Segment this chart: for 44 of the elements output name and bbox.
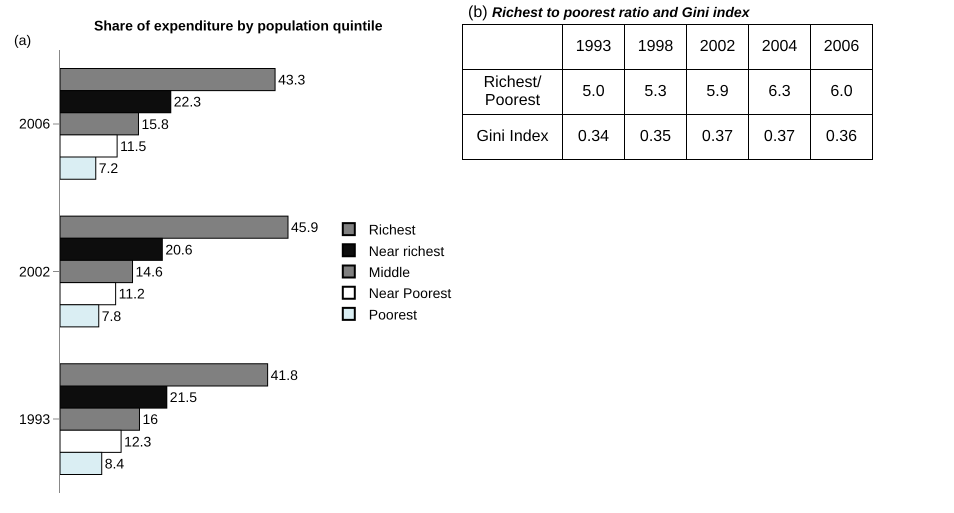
x-tick-label: 1998 <box>624 24 686 70</box>
data-label: 0.34 <box>562 114 624 160</box>
x-tick-label: 2006 <box>810 24 872 70</box>
y-tick-label: Richest/ Poorest <box>462 70 562 114</box>
data-label: 5.3 <box>624 70 686 114</box>
data-label: 5.0 <box>562 70 624 114</box>
x-tick-label: 2002 <box>686 24 748 70</box>
legend-label: Near richest <box>368 242 444 259</box>
data-label: 15.8 <box>141 116 169 132</box>
chart-title: Share of expenditure by population quintile <box>94 17 383 34</box>
data-label: 14.6 <box>136 264 163 280</box>
data-label: 6.3 <box>748 70 810 114</box>
text: (a) <box>14 32 32 48</box>
data-label: 8.4 <box>104 455 124 472</box>
data-label: 45.9 <box>291 219 318 236</box>
legend-label: Middle <box>368 264 410 280</box>
data-label: 20.6 <box>165 241 193 258</box>
data-label: 0.37 <box>686 114 748 160</box>
data-label: 16 <box>142 411 158 428</box>
data-label: 12.3 <box>124 433 152 450</box>
y-tick-label: 1993 <box>19 411 50 428</box>
legend-label: Poorest <box>368 306 418 322</box>
data-label: 22.3 <box>174 94 202 110</box>
legend-label: Richest <box>368 222 416 238</box>
data-label: 11.2 <box>118 286 146 302</box>
data-label: 41.8 <box>270 366 298 383</box>
legend-label: Near Poorest <box>368 285 452 302</box>
chart-title: Richest to poorest ratio and Gini index <box>492 4 750 20</box>
data-label: 11.5 <box>120 138 147 154</box>
data-label: 6.0 <box>810 70 872 114</box>
data-label: 0.35 <box>624 114 686 160</box>
data-label: 7.8 <box>102 308 122 324</box>
y-tick-label: Gini Index <box>462 114 562 160</box>
data-label: 21.5 <box>170 389 198 406</box>
data-label: 5.9 <box>686 70 748 114</box>
x-tick-label: 2004 <box>748 24 810 70</box>
data-label: 7.2 <box>98 160 118 176</box>
data-label: 0.37 <box>748 114 810 160</box>
y-tick-label: 2002 <box>19 263 50 280</box>
x-tick-label: 1993 <box>562 24 624 70</box>
y-tick-label: 2006 <box>19 116 50 132</box>
data-label: 0.36 <box>810 114 872 160</box>
data-label: 43.3 <box>278 72 306 88</box>
text: (b) <box>468 4 489 21</box>
